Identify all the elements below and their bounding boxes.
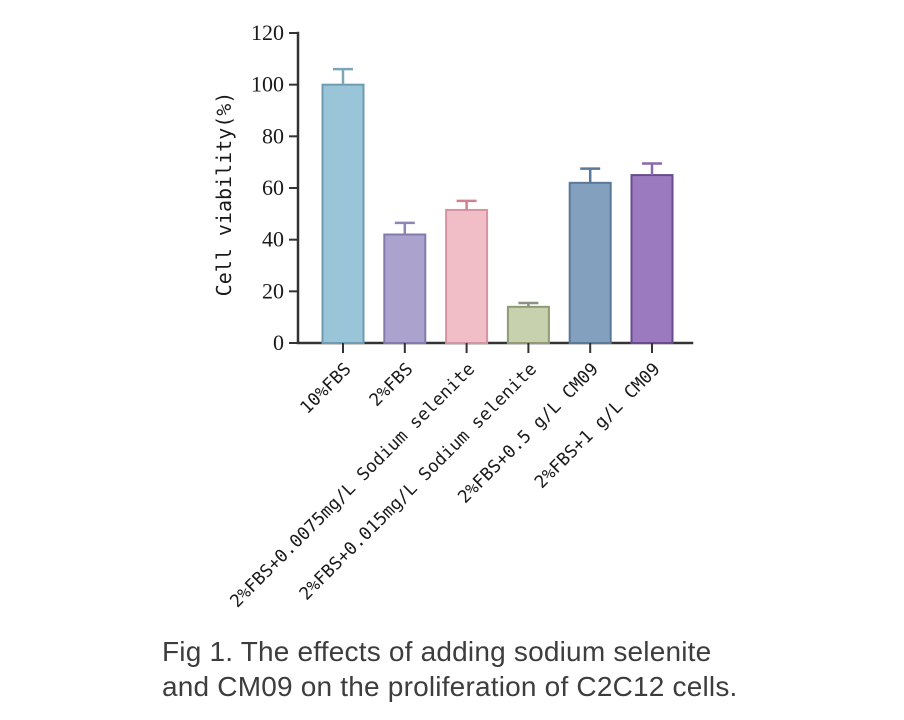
bar bbox=[321, 83, 365, 345]
y-tick-label: 20 bbox=[262, 278, 284, 303]
bar bbox=[506, 305, 550, 345]
figure-caption: Fig 1. The effects of adding sodium sele… bbox=[162, 634, 882, 704]
x-category-label: 2%FBS+1 g/L CM09 bbox=[531, 359, 664, 492]
bar bbox=[383, 233, 427, 344]
caption-line-1: Fig 1. The effects of adding sodium sele… bbox=[162, 636, 712, 667]
bar bbox=[445, 208, 489, 344]
bar bbox=[630, 174, 674, 344]
y-tick-label: 0 bbox=[273, 330, 284, 355]
x-category-label: 10%FBS bbox=[297, 359, 356, 418]
x-category-label: 2%FBS bbox=[366, 359, 417, 410]
y-tick-label: 40 bbox=[262, 227, 284, 252]
y-tick-label: 120 bbox=[251, 20, 284, 45]
y-axis-title: Cell viability(%) bbox=[212, 92, 236, 297]
caption-line-2: and CM09 on the proliferation of C2C12 c… bbox=[162, 671, 738, 702]
y-tick-label: 60 bbox=[262, 175, 284, 200]
y-tick-label: 80 bbox=[262, 123, 284, 148]
x-category-label: 2%FBS+0.0075mg/L Sodium selenite bbox=[227, 359, 480, 612]
bar bbox=[568, 181, 612, 344]
y-tick-label: 100 bbox=[251, 72, 284, 97]
